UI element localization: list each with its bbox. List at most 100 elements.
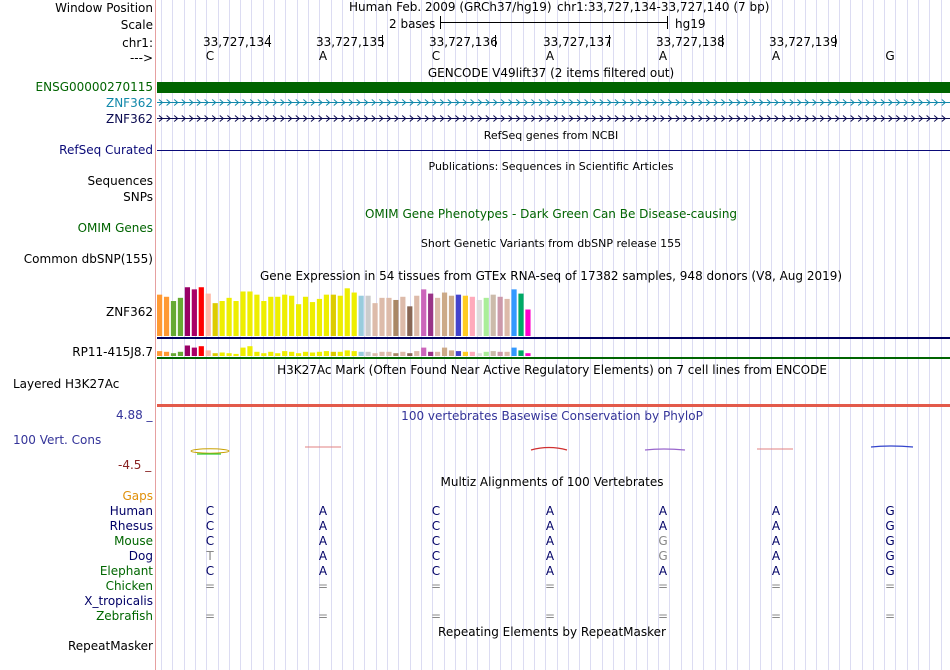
gencode-gene-2-label[interactable]: ZNF362 <box>105 96 153 110</box>
strand-arrow <box>759 115 764 122</box>
grid-line <box>681 0 682 670</box>
strand-arrow <box>272 115 278 122</box>
phylop-signal[interactable] <box>157 438 950 462</box>
coordinate-label: 33,727,137 <box>543 35 612 49</box>
grid-line <box>647 0 648 670</box>
strand-arrow <box>690 99 696 106</box>
assembly-text[interactable]: Human Feb. 2009 (GRCh37/hg19) <box>349 0 552 14</box>
repeatmasker-title[interactable]: Repeating Elements by RepeatMasker <box>438 625 666 639</box>
multiz-title[interactable]: Multiz Alignments of 100 Vertebrates <box>440 475 664 489</box>
gtex-tissue-bar <box>393 299 399 336</box>
phylop-title[interactable]: 100 vertebrates Basewise Conservation by… <box>401 409 703 423</box>
gtex-bars-gene-2[interactable] <box>157 342 537 356</box>
strand-arrow <box>736 99 741 106</box>
multiz-species-label[interactable]: Zebrafish <box>96 609 153 623</box>
gtex-tissue-bar <box>351 351 357 356</box>
omim-label[interactable]: OMIM Genes <box>77 221 153 235</box>
gtex-tissue-bar <box>316 298 323 336</box>
multiz-species-label[interactable]: Human <box>109 504 153 518</box>
gencode-gene-1-bar[interactable] <box>157 82 950 93</box>
strand-arrow <box>865 99 871 106</box>
coordinate-label: 33,727,136 <box>429 35 498 49</box>
h3k27ac-signal-band[interactable] <box>157 404 950 407</box>
gtex-title[interactable]: Gene Expression in 54 tissues from GTEx … <box>259 269 843 283</box>
grid-line <box>613 0 614 670</box>
strand-arrow <box>622 115 627 122</box>
strand-arrow <box>698 115 703 122</box>
multiz-species-label[interactable]: Dog <box>128 549 153 563</box>
multiz-aligned-base: A <box>771 504 781 518</box>
multiz-species-label[interactable]: Elephant <box>99 564 153 578</box>
strand-arrow <box>196 99 202 106</box>
multiz-aligned-base: C <box>205 534 215 548</box>
gtex-tissue-bar <box>428 293 434 336</box>
gencode-gene-1-label[interactable]: ENSG00000270115 <box>35 80 153 94</box>
strand-arrow <box>797 115 802 122</box>
strand-arrow <box>705 115 711 122</box>
dbsnp-label[interactable]: Common dbSNP(155) <box>23 252 153 266</box>
gtex-tissue-bar <box>511 289 517 336</box>
gtex-tissue-bar <box>455 351 462 356</box>
refseq-track-line[interactable] <box>157 150 950 151</box>
multiz-aligned-base: C <box>431 519 441 533</box>
position-text[interactable]: chr1:33,727,134-33,727,140 (7 bp) <box>557 0 770 14</box>
strand-arrow <box>249 115 255 122</box>
strand-arrow <box>561 115 567 122</box>
repeatmasker-label[interactable]: RepeatMasker <box>67 639 153 653</box>
multiz-species-label[interactable]: Rhesus <box>109 519 153 533</box>
gtex-tissue-bar <box>421 347 427 356</box>
phylop-label[interactable]: 100 Vert. Cons <box>13 433 102 447</box>
strand-arrow <box>637 99 643 106</box>
strand-arrow <box>538 99 544 106</box>
gtex-tissue-bar <box>525 309 531 336</box>
gtex-bars-gene-1[interactable] <box>157 283 537 336</box>
strand-arrow <box>743 99 749 106</box>
gtex-tissue-bar <box>296 353 302 356</box>
strand-arrow <box>531 115 536 122</box>
h3k27ac-title[interactable]: H3K27Ac Mark (Often Found Near Active Re… <box>277 363 827 377</box>
gencode-gene-2-track[interactable] <box>157 97 950 108</box>
strand-arrow <box>310 99 316 106</box>
gtex-tissue-bar <box>462 351 468 356</box>
strand-arrow <box>751 99 757 106</box>
gtex-tissue-bar <box>205 350 211 356</box>
strand-arrow <box>295 115 301 122</box>
strand-arrow <box>728 115 734 122</box>
gtex-tissue-bar <box>191 347 197 356</box>
gtex-gene-2-label[interactable]: RP11-415J8.7 <box>72 345 153 359</box>
gtex-gene-1-label[interactable]: ZNF362 <box>105 305 153 319</box>
strand-arrow <box>211 115 217 122</box>
strand-arrow <box>804 115 810 122</box>
multiz-species-label[interactable]: Chicken <box>105 579 153 593</box>
refseq-title[interactable]: RefSeq genes from NCBI <box>483 129 619 142</box>
multiz-species-label[interactable]: X_tropicalis <box>84 594 153 608</box>
gtex-tissue-bar <box>226 353 232 356</box>
gtex-tissue-bar <box>198 287 204 336</box>
grid-line <box>941 0 942 670</box>
h3k27ac-label[interactable]: Layered H3K27Ac <box>13 377 120 391</box>
grid-line <box>715 0 716 670</box>
strand-arrow <box>903 99 909 106</box>
publications-title[interactable]: Publications: Sequences in Scientific Ar… <box>428 160 674 173</box>
dbsnp-title[interactable]: Short Genetic Variants from dbSNP releas… <box>420 237 682 250</box>
gencode-title[interactable]: GENCODE V49lift37 (2 items filtered out) <box>427 66 675 80</box>
multiz-aligned-base: G <box>885 564 895 578</box>
gtex-tissue-bar <box>268 296 274 336</box>
grid-line <box>749 0 750 670</box>
multiz-aligned-base: A <box>658 519 668 533</box>
multiz-species-label[interactable]: Mouse <box>114 534 153 548</box>
reference-base: C <box>205 49 215 63</box>
gtex-tissue-bar <box>344 350 350 356</box>
gtex-tissue-bar <box>247 346 253 356</box>
omim-title[interactable]: OMIM Gene Phenotypes - Dark Green Can Be… <box>364 207 738 221</box>
gtex-tissue-bar <box>344 288 350 336</box>
gtex-tissue-bar <box>254 351 260 356</box>
strand-arrow <box>341 99 346 106</box>
gencode-gene-3-track[interactable] <box>157 113 950 124</box>
reference-base: A <box>771 49 781 63</box>
gencode-gene-3-label[interactable]: ZNF362 <box>105 112 153 126</box>
grid-line <box>760 0 761 670</box>
refseq-label[interactable]: RefSeq Curated <box>59 143 153 157</box>
strand-arrow <box>211 99 217 106</box>
strand-arrow <box>371 99 377 106</box>
